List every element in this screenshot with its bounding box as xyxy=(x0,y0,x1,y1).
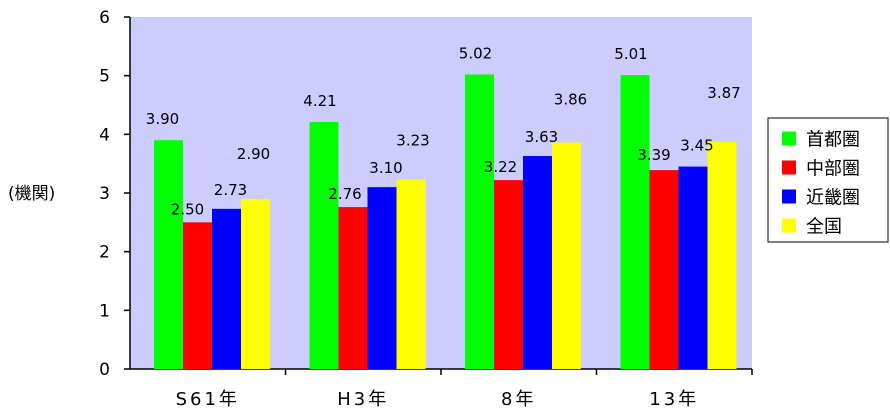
y-tick-label: 6 xyxy=(99,8,110,28)
y-tick-label: 0 xyxy=(99,360,110,380)
data-label: 3.22 xyxy=(484,158,517,176)
data-label: 5.02 xyxy=(459,44,492,62)
y-tick-label: 3 xyxy=(99,184,110,204)
legend-swatch xyxy=(782,218,796,233)
bar-4 xyxy=(707,141,737,369)
bar-4 xyxy=(552,142,581,369)
data-label: 3.87 xyxy=(707,84,740,102)
y-axis-label: (機関) xyxy=(8,184,55,204)
x-category-label: 13年 xyxy=(649,389,699,410)
data-labels: 3.90 2.50 2.73 2.90 4.21 2.76 3.10 3.23 5.02 3.22… xyxy=(146,44,741,218)
y-tick-label: 2 xyxy=(99,243,110,263)
x-category-label: H3年 xyxy=(337,389,389,410)
y-tick-label: 5 xyxy=(99,67,110,87)
legend-swatch xyxy=(782,189,796,204)
legend-label: 近畿圏 xyxy=(806,188,860,209)
bars xyxy=(154,74,737,369)
data-label: 4.21 xyxy=(303,92,336,110)
legend-label: 全国 xyxy=(806,217,842,238)
bar-2 xyxy=(338,207,368,369)
bar-2 xyxy=(494,180,523,369)
bar-1 xyxy=(309,122,339,369)
data-label: 3.10 xyxy=(369,159,402,177)
bar-3 xyxy=(523,156,552,369)
bar-2 xyxy=(649,170,679,369)
y-tick-label: 1 xyxy=(99,301,110,321)
legend-swatch xyxy=(782,160,796,175)
bar-4 xyxy=(396,179,426,369)
bar-1 xyxy=(465,74,494,369)
data-label: 3.63 xyxy=(525,128,558,146)
legend-swatch xyxy=(782,131,796,146)
bar-3 xyxy=(678,166,708,369)
bar-4 xyxy=(241,198,270,369)
data-label: 3.23 xyxy=(396,132,429,150)
axes: 0 1 2 3 4 5 6 (機関) S61年 H3年 8年 13年 xyxy=(8,8,753,410)
bar-3 xyxy=(212,208,241,369)
legend-label: 首都圏 xyxy=(806,130,860,151)
x-category-label: S61年 xyxy=(176,389,240,410)
data-label: 2.73 xyxy=(214,181,247,199)
data-label: 3.45 xyxy=(680,137,713,155)
data-label: 5.01 xyxy=(614,45,647,63)
legend-label: 中部圏 xyxy=(806,159,860,180)
bar-1 xyxy=(154,140,183,369)
data-label: 3.39 xyxy=(637,146,670,164)
data-label: 2.50 xyxy=(171,200,204,218)
data-label: 3.86 xyxy=(554,91,587,109)
data-label: 3.90 xyxy=(146,110,179,128)
y-tick-label: 4 xyxy=(99,125,110,145)
data-label: 2.76 xyxy=(328,185,361,203)
bar-2 xyxy=(183,222,212,369)
bar-1 xyxy=(620,75,650,369)
data-label: 2.90 xyxy=(237,145,270,163)
bar-3 xyxy=(367,187,397,369)
x-category-label: 8年 xyxy=(501,389,536,410)
